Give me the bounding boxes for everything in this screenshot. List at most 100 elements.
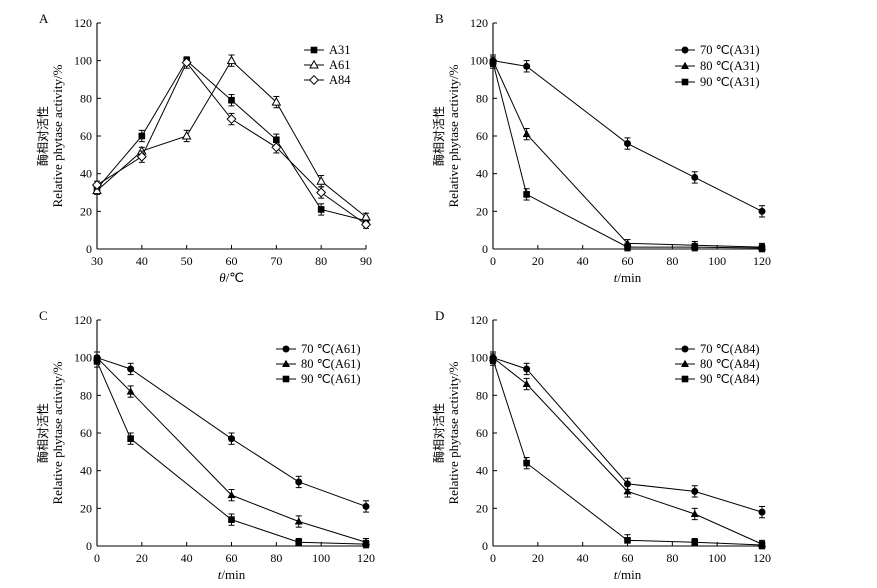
data-point — [691, 538, 699, 546]
series-line — [492, 62, 763, 249]
legend-marker — [681, 345, 689, 353]
panel-letter: D — [435, 308, 444, 323]
legend-label: 90 ℃(A31) — [700, 75, 760, 89]
legend-marker — [282, 345, 290, 353]
series-2 — [489, 353, 766, 550]
x-tick-label: 20 — [532, 254, 544, 268]
y-tick-label: 100 — [470, 54, 488, 68]
x-tick-label: 120 — [753, 254, 771, 268]
x-tick-label: 40 — [577, 254, 589, 268]
legend: 70 ℃(A61)80 ℃(A61)90 ℃(A61) — [276, 342, 361, 386]
x-tick-label: 100 — [312, 551, 330, 565]
legend-marker — [282, 359, 290, 367]
data-point — [523, 191, 530, 198]
legend-label: 70 ℃(A31) — [700, 43, 760, 57]
series-2 — [91, 56, 372, 230]
y-tick-label: 80 — [80, 91, 92, 105]
x-axis-label-unit: /min — [617, 567, 641, 582]
x-tick-label: 30 — [91, 254, 103, 268]
y-axis-label-cn: 酶相对活性 — [35, 106, 50, 166]
y-axis-label-en: Relative phytase activity/% — [446, 361, 461, 504]
x-tick-label: 60 — [622, 551, 634, 565]
series-line — [492, 359, 763, 546]
legend-marker — [309, 59, 319, 69]
series-2 — [489, 56, 766, 253]
data-point — [690, 509, 699, 517]
y-axis-label-en: Relative phytase activity/% — [50, 361, 65, 504]
data-point — [489, 356, 497, 363]
y-axis-label-en: Relative phytase activity/% — [50, 64, 65, 207]
data-point — [522, 129, 531, 138]
legend: 70 ℃(A84)80 ℃(A84)90 ℃(A84) — [675, 342, 760, 386]
y-tick-label: 100 — [74, 54, 92, 68]
legend-label: 80 ℃(A61) — [301, 357, 361, 371]
y-tick-label: 20 — [80, 501, 92, 515]
data-point — [758, 207, 766, 215]
x-axis-label-unit: /℃ — [226, 270, 244, 285]
data-point — [317, 206, 325, 213]
data-point — [271, 96, 282, 106]
series-line — [96, 59, 367, 218]
y-tick-label: 100 — [470, 351, 488, 365]
x-tick-label: 70 — [270, 254, 282, 268]
x-tick-label: 20 — [532, 551, 544, 565]
data-point — [758, 244, 766, 252]
y-tick-label: 0 — [86, 242, 92, 256]
data-point — [127, 435, 134, 442]
x-axis-label-unit: /min — [617, 270, 641, 285]
x-axis-label-unit: /min — [221, 567, 245, 582]
y-tick-label: 80 — [476, 91, 488, 105]
legend: 70 ℃(A31) 80 ℃(A31) 90 ℃(A31) — [675, 43, 760, 89]
y-tick-label: 40 — [80, 167, 92, 181]
chart-panel-A: 0 20 40 60 80 100 120 30 40 50 60 70 80 90 Aθ/℃ 酶相对活性 Re… — [35, 11, 372, 285]
data-point — [228, 435, 235, 443]
data-point — [691, 487, 699, 495]
x-tick-label: 90 — [360, 254, 372, 268]
data-point — [523, 365, 531, 373]
x-tick-label: 100 — [708, 254, 726, 268]
x-tick-label: 120 — [753, 551, 771, 565]
data-point — [127, 365, 135, 373]
legend-marker — [681, 61, 689, 69]
data-point — [316, 187, 327, 198]
y-tick-label: 100 — [74, 351, 92, 365]
x-tick-label: 80 — [666, 551, 678, 565]
x-tick-label: 80 — [270, 551, 282, 565]
y-tick-label: 0 — [86, 539, 92, 553]
x-axis-label-variable: t — [614, 270, 618, 285]
data-point — [228, 516, 235, 523]
legend-marker — [282, 375, 290, 383]
legend-marker — [310, 46, 318, 54]
x-tick-label: 60 — [226, 551, 238, 565]
legend-label: A84 — [329, 73, 351, 87]
legend-label: 80 ℃(A84) — [700, 357, 760, 371]
legend-label: 70 ℃(A84) — [700, 342, 760, 356]
data-point — [691, 243, 699, 251]
legend-marker — [308, 74, 320, 86]
panel-letter: C — [39, 308, 48, 323]
y-tick-label: 40 — [476, 167, 488, 181]
data-point — [362, 502, 370, 510]
legend-label: 90 ℃(A61) — [301, 372, 361, 386]
y-tick-label: 120 — [470, 16, 488, 30]
panel-letter: A — [39, 11, 49, 26]
data-point — [181, 130, 192, 140]
data-point — [93, 358, 101, 365]
data-point — [624, 243, 631, 251]
chart-panel-D: 0 20 40 60 80 100 120 0 20 40 60 80 100 120 Dt/min 酶相对活… — [431, 308, 771, 582]
x-tick-label: 50 — [181, 254, 193, 268]
legend-marker — [681, 375, 689, 383]
data-point — [228, 96, 235, 104]
y-tick-label: 80 — [80, 388, 92, 402]
y-tick-label: 60 — [476, 426, 488, 440]
x-tick-label: 60 — [622, 254, 634, 268]
x-tick-label: 40 — [136, 254, 148, 268]
data-point — [523, 62, 531, 70]
data-point — [295, 478, 303, 486]
y-axis-label-cn: 酶相对活性 — [431, 106, 446, 166]
y-tick-label: 20 — [476, 204, 488, 218]
y-axis-label-en: Relative phytase activity/% — [446, 64, 461, 207]
x-axis-label: t/min — [218, 567, 246, 582]
data-point — [92, 185, 102, 195]
